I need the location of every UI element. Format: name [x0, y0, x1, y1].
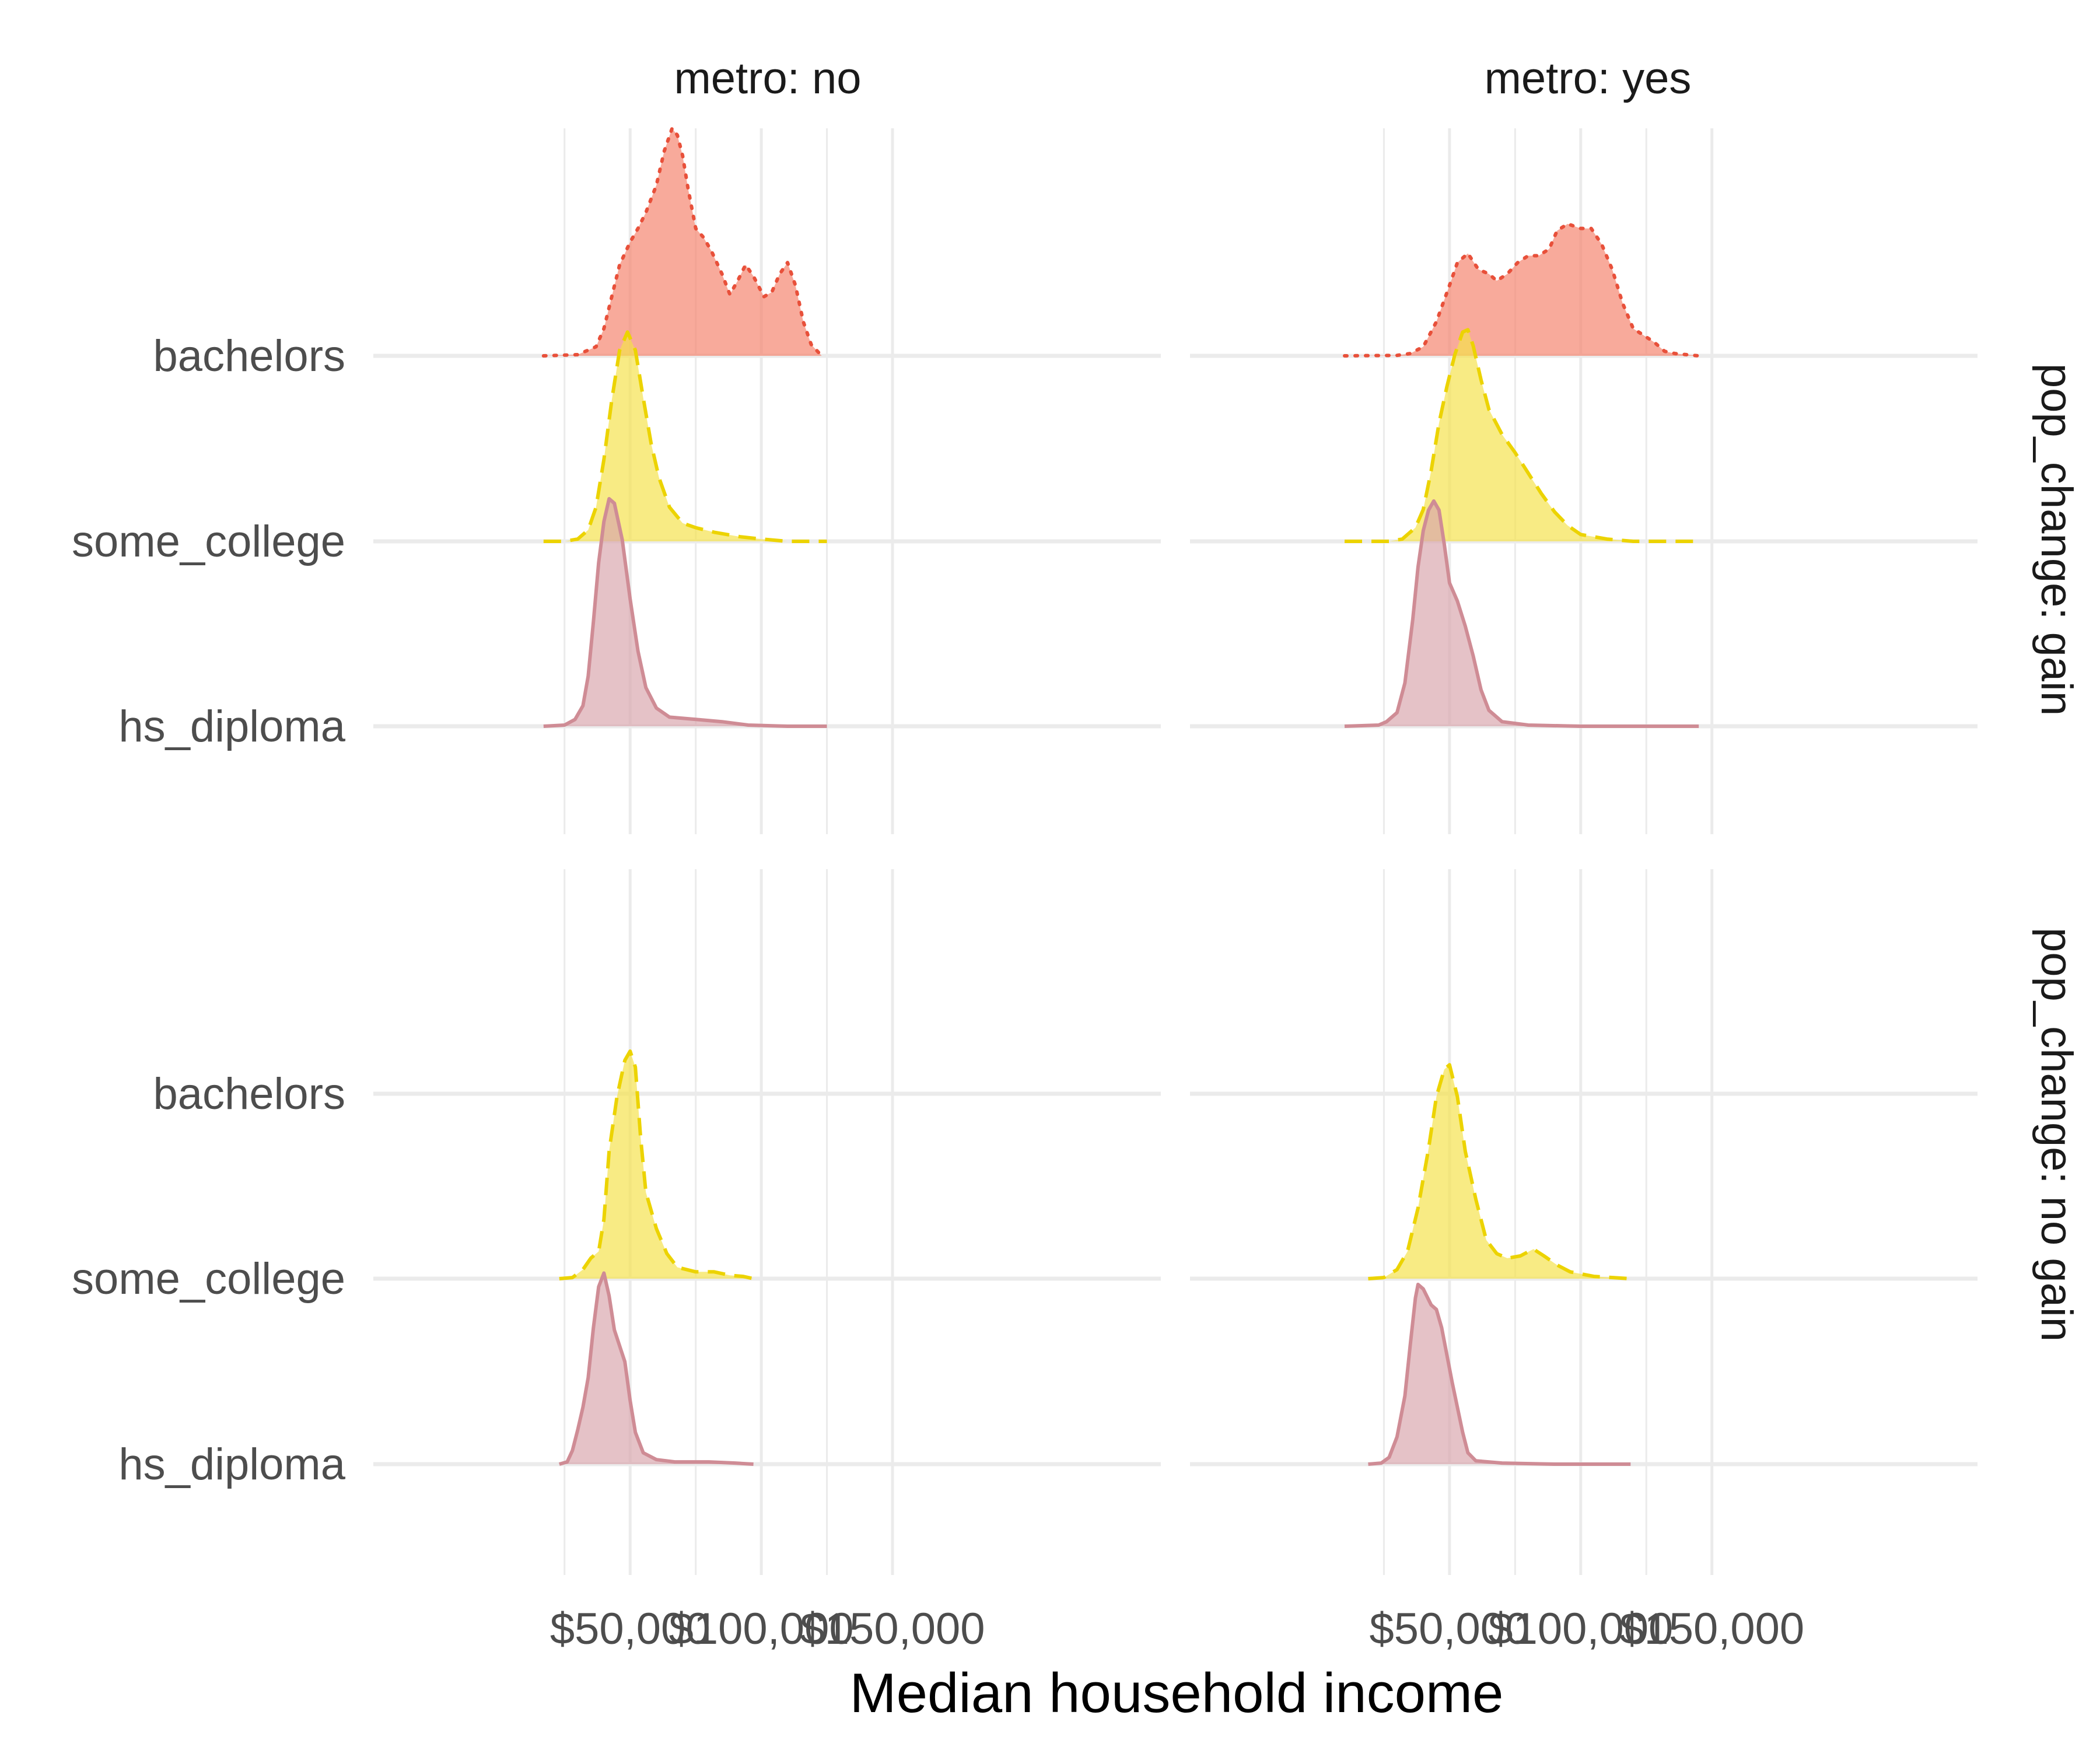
ridge-line-bachelors [541, 127, 824, 358]
ridge-some-college [1345, 328, 1699, 543]
text-layer: metro: no metro: yes pop_change: gain po… [72, 54, 2081, 1724]
y-tick-label-some-college: some_college [72, 517, 345, 566]
ridge-hs-diploma [558, 1271, 754, 1466]
x-tick-label: $150,000 [1619, 1604, 1804, 1654]
panel-grid-metro-no-pop-change-no-gain [373, 869, 1161, 1575]
y-tick-label-hs-diploma: hs_diploma [118, 1440, 345, 1489]
y-tick-label-bachelors: bachelors [153, 331, 345, 381]
ridge-fill-hs-diploma [1345, 501, 1699, 726]
ridge-hs-diploma [543, 497, 827, 728]
ridge-fill-some-college [543, 332, 827, 541]
ridge-fill-hs-diploma [543, 499, 827, 726]
ridge-bachelors [541, 127, 824, 358]
x-axis-title: Median household income [850, 1662, 1504, 1724]
ridge-fill-bachelors [543, 128, 822, 356]
row-facet-label-gain: pop_change: gain [2032, 363, 2081, 716]
x-tick-label: $100,000 [1488, 1604, 1673, 1654]
x-tick-label: $50,000 [1370, 1604, 1530, 1654]
x-tick-label: $150,000 [800, 1604, 985, 1654]
panel-metro-yes-pop-change-gain [1343, 222, 1701, 728]
ridge-fill-bachelors [1345, 223, 1699, 356]
ridge-line-some-college [559, 1049, 754, 1280]
ridge-some-college [543, 330, 827, 543]
ridge-fill-some-college [1368, 1065, 1631, 1279]
ridge-line-hs-diploma [1368, 1282, 1631, 1466]
panel-metro-yes-pop-change-no-gain [1368, 1063, 1631, 1466]
ridge-fill-hs-diploma [559, 1273, 754, 1464]
ridge-fill-hs-diploma [1368, 1284, 1631, 1464]
ridge-line-some-college [1345, 328, 1699, 543]
panel-metro-no-pop-change-gain [541, 127, 827, 728]
panel-grid-metro-no-pop-change-gain [373, 128, 1161, 834]
ridge-line-hs-diploma [543, 497, 827, 728]
col-facet-label-metro-yes: metro: yes [1485, 54, 1692, 103]
ridge-fill-some-college [559, 1051, 754, 1279]
ridge-bachelors [1343, 222, 1701, 358]
y-tick-label-some-college: some_college [72, 1254, 345, 1304]
col-facet-label-metro-no: metro: no [674, 54, 861, 103]
x-tick-label: $50,000 [550, 1604, 710, 1654]
ridge-line-some-college [543, 330, 827, 543]
ridge-hs-diploma [1344, 499, 1699, 728]
y-tick-label-hs-diploma: hs_diploma [118, 702, 345, 751]
ridge-fill-some-college [1345, 330, 1699, 541]
panel-metro-no-pop-change-no-gain [558, 1049, 754, 1466]
row-facet-label-no-gain: pop_change: no gain [2032, 928, 2081, 1342]
series-layer [541, 127, 1701, 1466]
y-tick-label-bachelors: bachelors [153, 1069, 345, 1119]
ridge-hs-diploma [1368, 1282, 1631, 1466]
ridge-line-hs-diploma [558, 1271, 754, 1466]
panel-grid-metro-yes-pop-change-no-gain [1190, 869, 1978, 1575]
x-tick-label: $100,000 [669, 1604, 854, 1654]
ridge-some-college [1368, 1063, 1631, 1280]
ridge-line-some-college [1368, 1063, 1631, 1280]
ridge-some-college [559, 1049, 754, 1280]
ridge-line-hs-diploma [1344, 499, 1699, 728]
